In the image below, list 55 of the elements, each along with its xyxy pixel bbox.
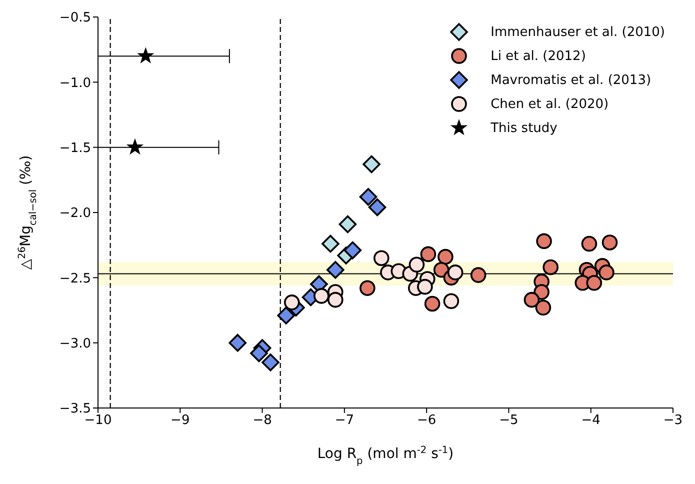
point — [443, 293, 460, 310]
point — [433, 262, 450, 278]
point — [314, 288, 330, 304]
point — [228, 334, 247, 352]
legend-label: Chen et al. (2020) — [490, 96, 609, 112]
point — [417, 278, 433, 295]
point — [277, 306, 296, 324]
point — [368, 198, 386, 216]
point — [524, 292, 540, 308]
y-tick-label: −1.0 — [59, 76, 91, 91]
point — [322, 234, 340, 253]
point — [344, 241, 362, 260]
point — [138, 48, 154, 63]
legend-label: Mavromatis et al. (2013) — [490, 72, 652, 88]
x-tick-label: −9 — [170, 413, 190, 428]
point — [359, 188, 378, 206]
point — [127, 139, 143, 154]
x-tick-label: −5 — [499, 413, 518, 428]
point — [408, 256, 425, 273]
point — [581, 236, 598, 252]
point — [420, 246, 436, 262]
y-tick-label: −3.0 — [59, 336, 91, 352]
point — [470, 267, 486, 283]
point — [262, 353, 280, 372]
point — [534, 284, 550, 300]
legend-label: This study — [490, 120, 558, 136]
point — [338, 215, 357, 234]
legend-label: Immenhauser et al. (2010) — [490, 24, 665, 40]
legend-label: Li et al. (2012) — [490, 48, 586, 64]
point — [284, 294, 300, 310]
y-tick-label: −0.5 — [59, 10, 91, 26]
point — [424, 296, 440, 312]
x-tick-label: −8 — [252, 413, 272, 428]
point — [438, 248, 454, 265]
point — [586, 274, 602, 291]
point — [535, 300, 552, 316]
point — [362, 155, 380, 174]
y-tick-label: −2.0 — [59, 206, 91, 222]
x-tick-label: −4 — [581, 413, 600, 428]
point — [326, 260, 344, 279]
y-tick-label: −2.5 — [59, 271, 91, 286]
point — [598, 264, 614, 280]
y-tick-label: −1.5 — [59, 140, 91, 156]
x-tick-label: −6 — [416, 413, 436, 428]
x-tick-label: −3 — [663, 413, 683, 428]
x-axis-title: Log R$_{p}$ (mol m$^{-2}$ s$^{-1}$) — [317, 444, 454, 466]
point — [250, 344, 268, 362]
point — [542, 259, 559, 276]
point — [373, 250, 390, 266]
x-tick-label: −7 — [334, 413, 354, 428]
point — [602, 234, 618, 250]
point — [360, 280, 376, 296]
point — [447, 264, 464, 280]
point — [536, 233, 552, 250]
point — [327, 292, 344, 308]
